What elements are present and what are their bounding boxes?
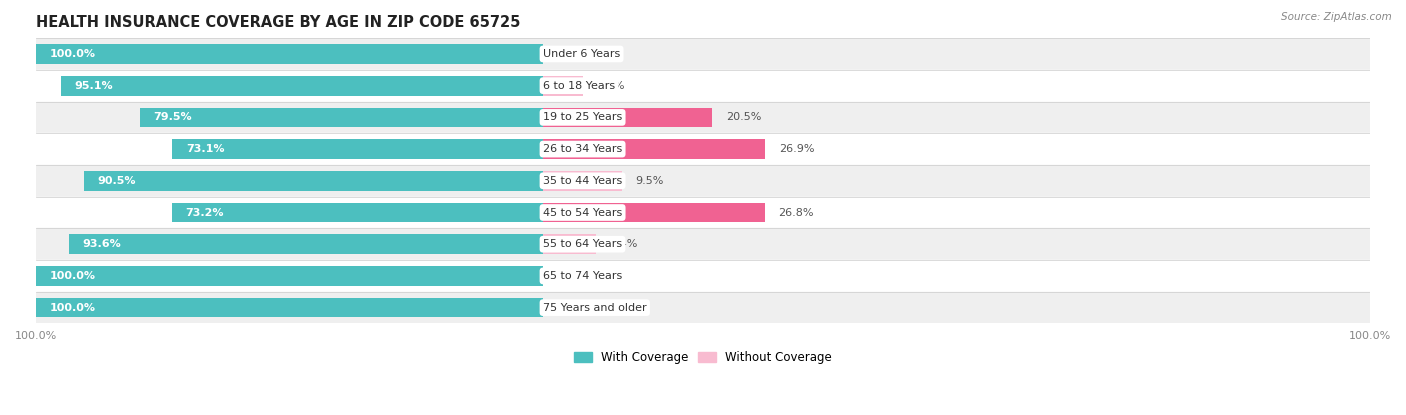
Text: 90.5%: 90.5% (97, 176, 136, 186)
Text: 93.6%: 93.6% (82, 239, 121, 249)
Text: 6.4%: 6.4% (609, 239, 637, 249)
Bar (173, 139, 543, 159)
Text: 6 to 18 Years: 6 to 18 Years (543, 81, 614, 90)
Bar (37, 133, 1369, 165)
Text: 0.0%: 0.0% (557, 271, 585, 281)
Text: 26.9%: 26.9% (779, 144, 814, 154)
Text: 73.2%: 73.2% (186, 208, 224, 217)
Text: 20.5%: 20.5% (725, 112, 761, 122)
Legend: With Coverage, Without Coverage: With Coverage, Without Coverage (569, 347, 837, 369)
Bar (37, 44, 543, 64)
Text: 55 to 64 Years: 55 to 64 Years (543, 239, 621, 249)
Bar (543, 107, 713, 127)
Bar (543, 76, 583, 95)
Text: 9.5%: 9.5% (636, 176, 664, 186)
Text: 35 to 44 Years: 35 to 44 Years (543, 176, 623, 186)
Bar (543, 139, 765, 159)
Bar (543, 234, 596, 254)
Bar (141, 107, 543, 127)
Text: 79.5%: 79.5% (153, 112, 193, 122)
Bar (37, 228, 1369, 260)
Bar (60, 76, 543, 95)
Bar (69, 234, 543, 254)
Text: 100.0%: 100.0% (49, 271, 96, 281)
Text: Source: ZipAtlas.com: Source: ZipAtlas.com (1281, 12, 1392, 22)
Text: 19 to 25 Years: 19 to 25 Years (543, 112, 623, 122)
Text: 26 to 34 Years: 26 to 34 Years (543, 144, 623, 154)
Text: Under 6 Years: Under 6 Years (543, 49, 620, 59)
Bar (37, 197, 1369, 228)
Text: 100.0%: 100.0% (49, 303, 96, 312)
Text: 45 to 54 Years: 45 to 54 Years (543, 208, 623, 217)
Bar (37, 102, 1369, 133)
Bar (37, 70, 1369, 102)
Text: 26.8%: 26.8% (778, 208, 814, 217)
Bar (543, 203, 765, 222)
Text: 73.1%: 73.1% (186, 144, 225, 154)
Text: HEALTH INSURANCE COVERAGE BY AGE IN ZIP CODE 65725: HEALTH INSURANCE COVERAGE BY AGE IN ZIP … (37, 15, 520, 30)
Bar (37, 298, 543, 317)
Bar (543, 171, 621, 190)
Text: 65 to 74 Years: 65 to 74 Years (543, 271, 623, 281)
Text: 95.1%: 95.1% (75, 81, 112, 90)
Bar (37, 165, 1369, 197)
Bar (84, 171, 543, 190)
Bar (37, 266, 543, 286)
Bar (172, 203, 543, 222)
Text: 4.9%: 4.9% (596, 81, 626, 90)
Text: 100.0%: 100.0% (49, 49, 96, 59)
Text: 75 Years and older: 75 Years and older (543, 303, 647, 312)
Text: 0.0%: 0.0% (557, 49, 585, 59)
Bar (37, 292, 1369, 323)
Text: 0.0%: 0.0% (557, 303, 585, 312)
Bar (37, 38, 1369, 70)
Bar (37, 260, 1369, 292)
